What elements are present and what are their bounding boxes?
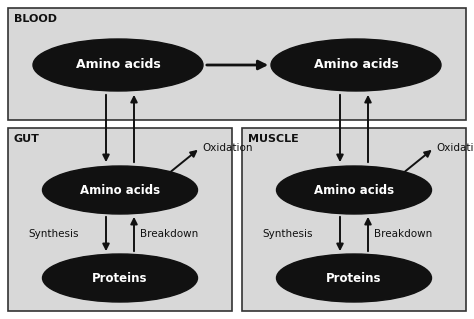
Text: GUT: GUT	[14, 134, 40, 144]
FancyBboxPatch shape	[242, 128, 466, 311]
FancyBboxPatch shape	[8, 8, 466, 120]
Text: MUSCLE: MUSCLE	[248, 134, 299, 144]
Text: Synthesis: Synthesis	[28, 229, 79, 239]
Text: Amino acids: Amino acids	[76, 58, 160, 71]
Ellipse shape	[276, 254, 431, 302]
Text: Proteins: Proteins	[92, 271, 148, 285]
Text: Breakdown: Breakdown	[140, 229, 198, 239]
Ellipse shape	[43, 166, 198, 214]
Text: Amino acids: Amino acids	[314, 58, 398, 71]
Ellipse shape	[276, 166, 431, 214]
Text: Amino acids: Amino acids	[80, 183, 160, 197]
Text: Amino acids: Amino acids	[314, 183, 394, 197]
Text: Breakdown: Breakdown	[374, 229, 432, 239]
Ellipse shape	[33, 39, 203, 91]
Text: Oxidation: Oxidation	[436, 143, 474, 153]
Text: Proteins: Proteins	[326, 271, 382, 285]
Text: Synthesis: Synthesis	[262, 229, 312, 239]
Ellipse shape	[271, 39, 441, 91]
Text: Oxidation: Oxidation	[202, 143, 253, 153]
Text: BLOOD: BLOOD	[14, 14, 57, 24]
Ellipse shape	[43, 254, 198, 302]
FancyBboxPatch shape	[8, 128, 232, 311]
